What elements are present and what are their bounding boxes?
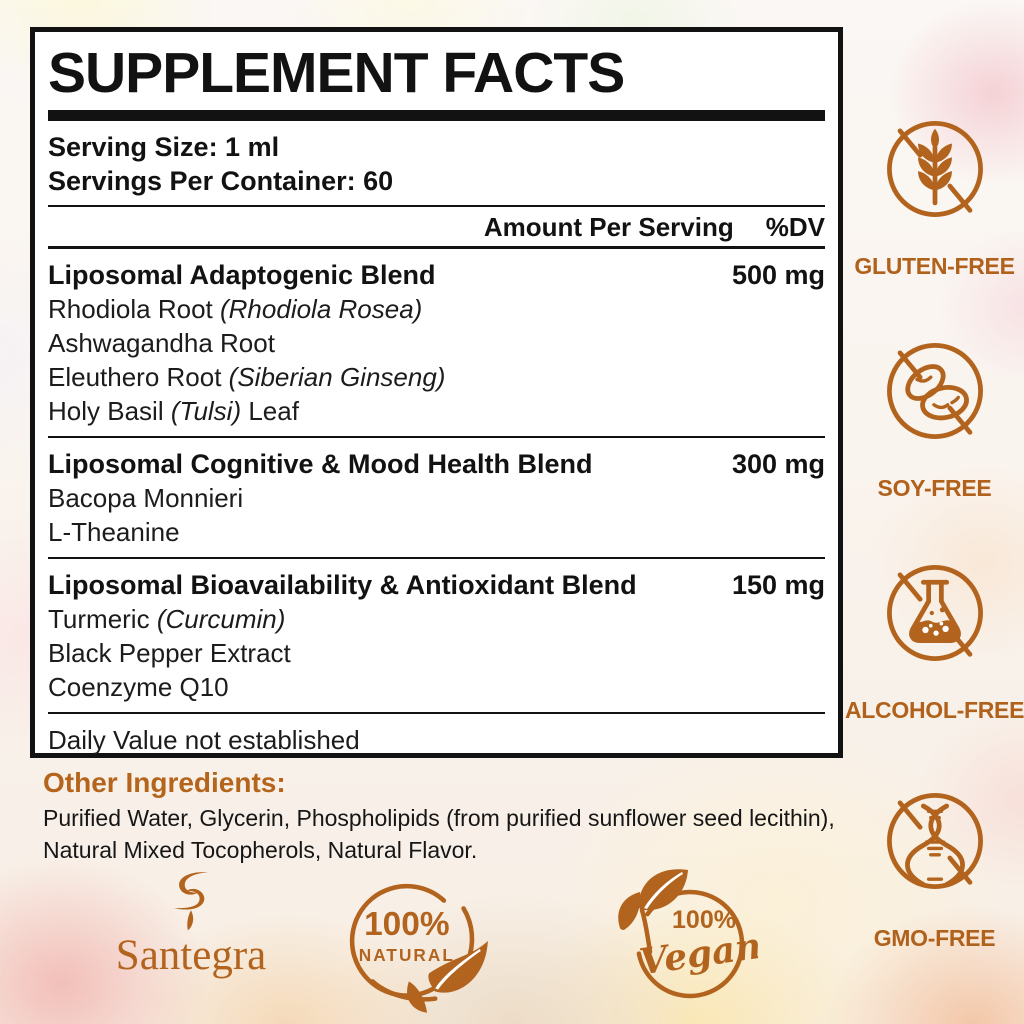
blend-section: Liposomal Adaptogenic Blend 500 mg Rhodiol… xyxy=(48,249,825,438)
blend-amount: 300 mg xyxy=(731,448,825,479)
ingredient-line: Coenzyme Q10 xyxy=(48,670,825,704)
divider xyxy=(48,204,825,207)
brand-wordmark: Santegra xyxy=(115,932,267,979)
badge-label: GLUTEN-FREE xyxy=(854,253,1015,279)
panel-title: SUPPLEMENT FACTS xyxy=(48,41,625,105)
ingredient-line: Black Pepper Extract xyxy=(48,636,825,670)
servings-per-container: Servings Per Container: 60 xyxy=(48,165,394,196)
other-ingredients-label: Other Ingredients: xyxy=(43,767,286,798)
ingredient-text: Eleuthero Root xyxy=(48,361,229,392)
ingredient-line: L-Theanine xyxy=(48,515,825,549)
serving-size: Serving Size: 1 ml xyxy=(48,131,280,162)
natural-percent: 100% xyxy=(364,906,449,943)
ingredient-line: Holy Basil (Tulsi) Leaf xyxy=(48,394,825,428)
blend-section: Liposomal Bioavailability & Antioxidant … xyxy=(48,559,825,714)
ingredient-text: Coenzyme Q10 xyxy=(48,671,229,702)
badge-gluten-free: GLUTEN-FREE xyxy=(845,116,1024,280)
blend-amount: 500 mg xyxy=(731,259,825,290)
vegan-100-badge: 100% Vegan xyxy=(608,864,764,1004)
ingredient-line: Turmeric (Curcumin) xyxy=(48,602,825,636)
dv-header: %DV xyxy=(765,211,825,242)
natural-100-badge: 100% NATURAL xyxy=(344,876,496,1013)
claim-badges-rail: GLUTEN-FREE SOY-FREE xyxy=(845,0,1024,1024)
divider xyxy=(48,245,825,249)
badge-label: GMO-FREE xyxy=(873,925,996,951)
other-ingredients-section: Other Ingredients: Purified Water, Glyce… xyxy=(43,766,873,866)
ingredient-line: Bacopa Monnieri xyxy=(48,481,825,515)
amount-per-serving-header: Amount Per Serving xyxy=(483,211,734,242)
supplement-facts-panel: SUPPLEMENT FACTS Serving Size: 1 ml Serv… xyxy=(30,27,843,758)
ingredient-text: (Siberian Ginseng) xyxy=(228,361,446,392)
badge-soy-free: SOY-FREE xyxy=(845,338,1024,502)
badge-gmo-free: GMO-FREE xyxy=(845,788,1024,952)
ingredient-text: Ashwagandha Root xyxy=(48,327,275,358)
ingredient-line: Eleuthero Root (Siberian Ginseng) xyxy=(48,360,825,394)
santegra-leaf-monogram-icon xyxy=(173,872,209,931)
blend-amount: 150 mg xyxy=(731,569,825,600)
column-headers: Amount Per Serving %DV xyxy=(48,213,825,241)
blend-name: Liposomal Adaptogenic Blend xyxy=(48,259,436,290)
vegan-badge-icon: 100% Vegan xyxy=(618,869,764,999)
badge-alcohol-free: ALCOHOL-FREE xyxy=(845,560,1024,724)
blends: Liposomal Adaptogenic Blend 500 mg Rhodiol… xyxy=(48,249,825,714)
blend-section: Liposomal Cognitive & Mood Health Blend 3… xyxy=(48,438,825,559)
blend-header: Liposomal Bioavailability & Antioxidant … xyxy=(48,568,825,602)
blend-header: Liposomal Adaptogenic Blend 500 mg xyxy=(48,258,825,292)
ingredient-text: (Rhodiola Rosea) xyxy=(220,293,423,324)
vegan-label: Vegan xyxy=(637,925,758,984)
badge-label: SOY-FREE xyxy=(877,475,992,501)
ingredient-text: Bacopa Monnieri xyxy=(48,482,244,513)
other-ingredients-text: Purified Water, Glycerin, Phospholipids … xyxy=(43,805,835,863)
blend-header: Liposomal Cognitive & Mood Health Blend 3… xyxy=(48,447,825,481)
wheat-crossed-icon xyxy=(886,121,983,217)
natural-badge-icon: 100% NATURAL xyxy=(349,883,488,1013)
title-divider xyxy=(48,109,825,121)
ingredient-text: Turmeric xyxy=(48,603,157,634)
ingredient-text: Rhodiola Root xyxy=(48,293,220,324)
blend-name: Liposomal Bioavailability & Antioxidant … xyxy=(48,569,637,600)
ingredient-line: Rhodiola Root (Rhodiola Rosea) xyxy=(48,292,825,326)
flask-crossed-icon xyxy=(886,565,983,661)
vegan-percent: 100% xyxy=(672,906,736,934)
brand-logo: Santegra xyxy=(96,870,286,979)
natural-label: NATURAL xyxy=(359,945,455,965)
blend-name: Liposomal Cognitive & Mood Health Blend xyxy=(48,448,593,479)
ingredient-text: Leaf xyxy=(241,395,299,426)
ingredient-text: L-Theanine xyxy=(48,516,180,547)
ingredient-text: Holy Basil xyxy=(48,395,171,426)
badge-label: ALCOHOL-FREE xyxy=(845,697,1024,723)
dna-crossed-icon xyxy=(886,793,983,889)
ingredient-text: (Tulsi) xyxy=(170,395,242,426)
ingredient-text: (Curcumin) xyxy=(156,603,286,634)
soybean-crossed-icon xyxy=(886,343,983,439)
ingredient-line: Ashwagandha Root xyxy=(48,326,825,360)
dv-footnote: Daily Value not established xyxy=(48,724,360,755)
ingredient-text: Black Pepper Extract xyxy=(48,637,291,668)
